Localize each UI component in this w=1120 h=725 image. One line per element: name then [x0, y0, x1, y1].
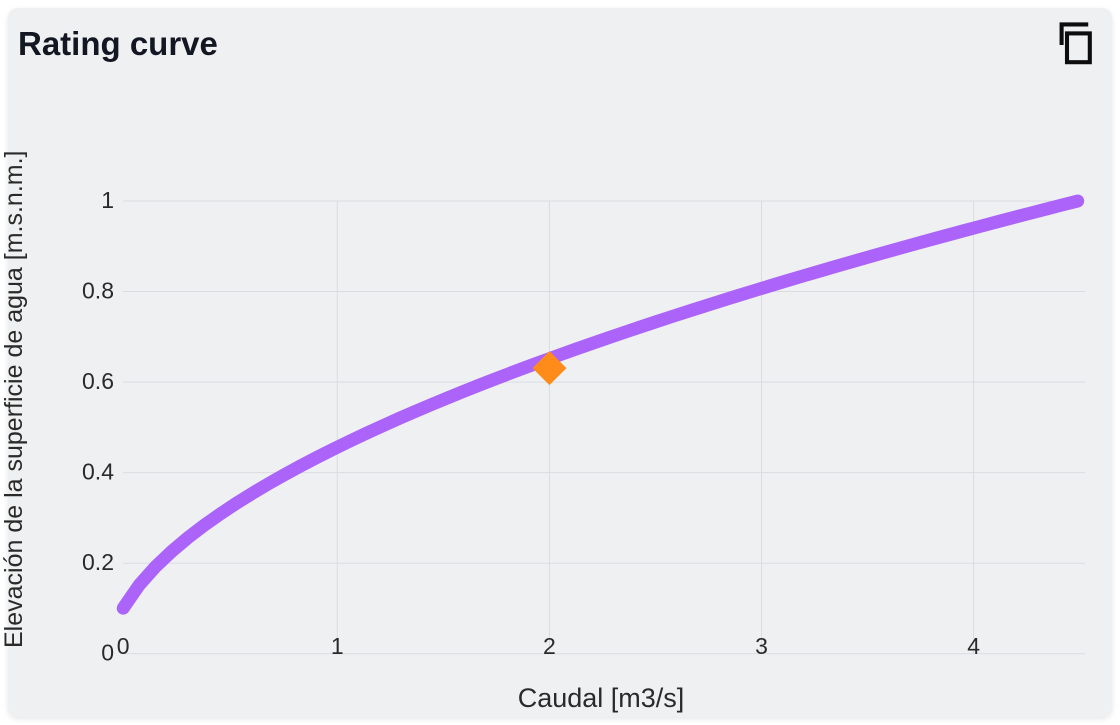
svg-text:4: 4 [967, 633, 980, 659]
svg-text:0.2: 0.2 [82, 549, 114, 575]
svg-text:0.8: 0.8 [82, 278, 114, 304]
svg-text:3: 3 [755, 633, 768, 659]
svg-text:2: 2 [543, 633, 556, 659]
svg-text:1: 1 [331, 633, 344, 659]
svg-text:0: 0 [101, 640, 114, 666]
svg-text:0.4: 0.4 [82, 459, 114, 485]
svg-text:1: 1 [101, 187, 114, 213]
svg-text:0: 0 [117, 633, 130, 659]
svg-text:0.6: 0.6 [82, 368, 114, 394]
